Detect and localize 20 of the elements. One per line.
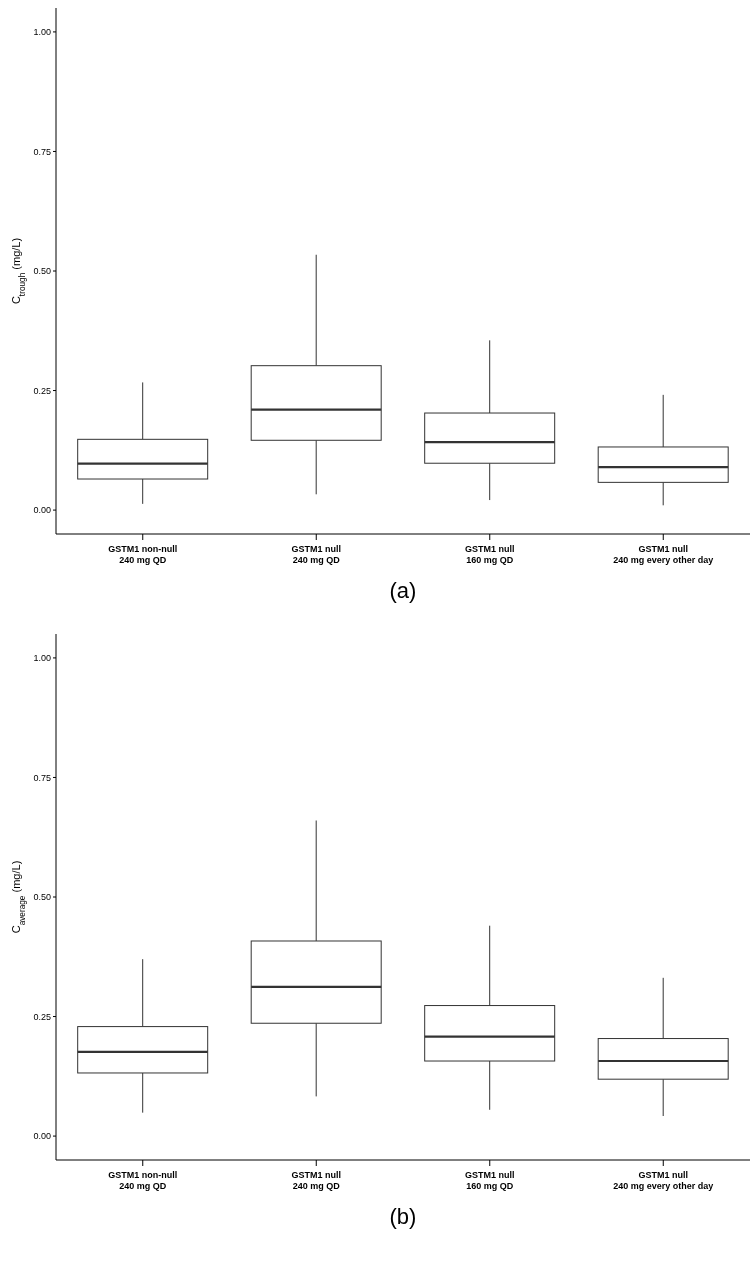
y-tick-label: 1.00 [33, 27, 51, 38]
text: (b) [388, 1204, 418, 1230]
y-tick-label: 0.75 [33, 772, 51, 783]
y-tick-label: 0.50 [33, 892, 51, 903]
y-tick-label: 0.00 [33, 1131, 51, 1142]
x-tick-label: GSTM1 null 240 mg every other day [613, 1170, 714, 1191]
x-tick-label: GSTM1 non-null 240 mg QD [108, 544, 178, 565]
y-tick-label: 1.00 [33, 653, 51, 664]
y-tick-label: 0.75 [33, 146, 51, 157]
x-tick-label: GSTM1 null 240 mg QD [291, 544, 341, 565]
x-tick-label: GSTM1 null 240 mg every other day [613, 544, 714, 565]
x-tick-label: GSTM1 null 160 mg QD [465, 1170, 515, 1191]
y-tick-label: 0.25 [33, 1011, 51, 1022]
x-tick-label: GSTM1 null 240 mg QD [291, 1170, 341, 1191]
x-tick-label: GSTM1 null 160 mg QD [465, 544, 515, 565]
y-tick-label: 0.00 [33, 505, 51, 516]
text: (a) [388, 578, 418, 604]
y-tick-label: 0.25 [33, 385, 51, 396]
y-tick-label: 0.50 [33, 266, 51, 277]
x-tick-label: GSTM1 non-null 240 mg QD [108, 1170, 178, 1191]
